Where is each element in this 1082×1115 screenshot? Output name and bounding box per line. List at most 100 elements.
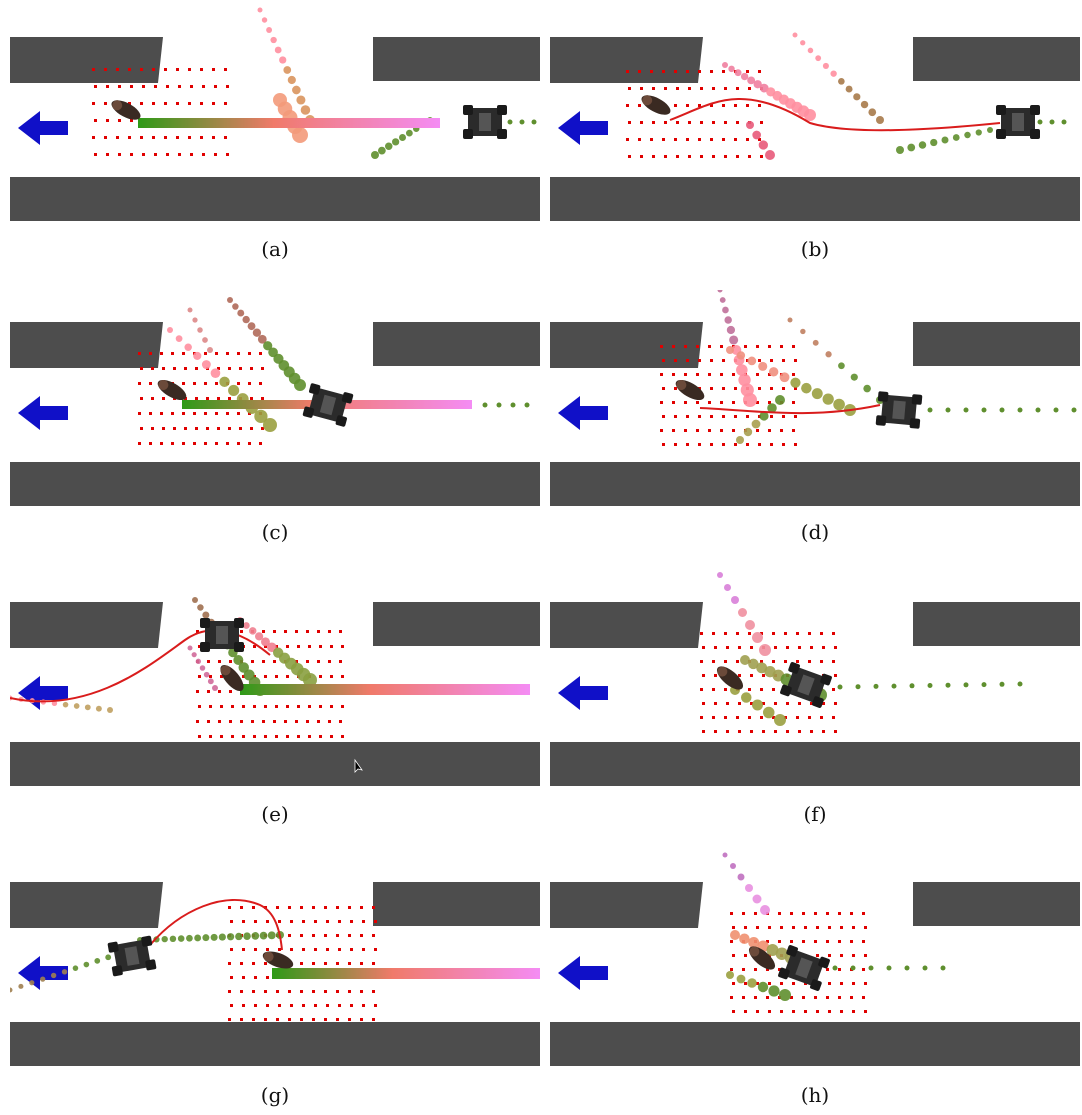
costmap-dot — [242, 920, 245, 923]
costmap-dot — [217, 427, 220, 430]
costmap-dot — [798, 702, 801, 705]
costmap-dot — [638, 70, 641, 73]
prediction-blob — [29, 980, 35, 986]
costmap-dot — [242, 976, 245, 979]
costmap-dot — [348, 990, 351, 993]
costmap-dot — [698, 70, 701, 73]
costmap-dot — [662, 415, 665, 418]
costmap-dot — [118, 119, 121, 122]
costmap-dot — [838, 912, 841, 915]
costmap-dot — [229, 690, 232, 693]
costmap-dot — [684, 373, 687, 376]
prediction-blob — [227, 297, 233, 303]
costmap-dot — [259, 442, 262, 445]
prediction-blob — [210, 933, 218, 941]
costmap-dot — [760, 632, 763, 635]
costmap-dot — [696, 401, 699, 404]
prediction-blob — [850, 373, 858, 381]
costmap-dot — [273, 660, 276, 663]
robot-icon — [200, 618, 244, 652]
wall-top-right — [373, 882, 540, 926]
costmap-dot — [686, 443, 689, 446]
costmap-dot — [742, 912, 745, 915]
costmap-dot — [710, 443, 713, 446]
prediction-blob — [863, 384, 871, 393]
costmap-dot — [182, 412, 185, 415]
costmap-dot — [350, 1004, 353, 1007]
costmap-dot — [242, 948, 245, 951]
prediction-blob — [202, 611, 210, 619]
prediction-blob — [752, 632, 763, 643]
wall-top-right — [373, 37, 540, 81]
costmap-dot — [226, 412, 229, 415]
costmap-dot — [710, 387, 713, 390]
costmap-dot — [138, 412, 141, 415]
costmap-dot — [341, 645, 344, 648]
waypoint-dot — [909, 683, 915, 689]
costmap-dot — [198, 705, 201, 708]
predicted-trajectory — [717, 572, 771, 656]
costmap-dot — [804, 982, 807, 985]
costmap-dot — [142, 85, 145, 88]
costmap-dot — [239, 427, 242, 430]
costmap-dot — [778, 912, 781, 915]
costmap-dot — [116, 68, 119, 71]
costmap-dot — [720, 401, 723, 404]
prediction-blob — [274, 46, 282, 54]
costmap-dot — [650, 70, 653, 73]
prediction-blob — [167, 327, 173, 333]
costmap-dot — [319, 705, 322, 708]
costmap-dot — [686, 359, 689, 362]
costmap-dot — [698, 415, 701, 418]
prediction-blob — [385, 142, 393, 150]
costmap-dot — [138, 442, 141, 445]
costmap-dot — [674, 443, 677, 446]
costmap-dot — [240, 906, 243, 909]
costmap-dot — [770, 415, 773, 418]
costmap-dot — [802, 996, 805, 999]
costmap-dot — [104, 102, 107, 105]
costmap-dot — [193, 442, 196, 445]
costmap-dot — [640, 121, 643, 124]
prediction-blob — [918, 141, 927, 149]
costmap-dot — [710, 359, 713, 362]
costmap-dot — [242, 735, 245, 738]
costmap-grid — [626, 70, 763, 158]
waypoint-dot — [496, 402, 502, 408]
costmap-dot — [756, 1010, 759, 1013]
costmap-dot — [140, 102, 143, 105]
prediction-blob — [759, 83, 769, 93]
human-icon — [748, 946, 776, 970]
costmap-dot — [770, 443, 773, 446]
costmap-dot — [712, 688, 715, 691]
costmap-dot — [708, 401, 711, 404]
robot-icon — [302, 383, 354, 427]
costmap-dot — [140, 136, 143, 139]
costmap-dot — [290, 1004, 293, 1007]
caption-f: (f) — [803, 802, 827, 826]
predicted-trajectory — [722, 62, 816, 121]
costmap-dot — [796, 716, 799, 719]
robot-icon — [996, 105, 1040, 139]
costmap-dot — [792, 429, 795, 432]
costmap-dot — [838, 996, 841, 999]
prediction-blob — [195, 658, 201, 664]
prediction-blob — [61, 969, 68, 975]
prediction-blob — [243, 932, 251, 940]
costmap-dot — [286, 735, 289, 738]
scene-svg — [550, 290, 1080, 506]
waypoint-dot — [850, 965, 856, 971]
costmap-dot — [794, 359, 797, 362]
prediction-blob — [212, 685, 218, 691]
costmap-dot — [237, 412, 240, 415]
waypoint-dot — [940, 965, 946, 971]
costmap-dot — [264, 990, 267, 993]
wall-top-left — [550, 37, 703, 83]
costmap-dot — [336, 990, 339, 993]
costmap-dot — [295, 660, 298, 663]
prediction-blob — [812, 339, 819, 346]
prediction-blob — [767, 403, 777, 413]
costmap-dot — [792, 926, 795, 929]
costmap-dot — [676, 87, 679, 90]
costmap-dot — [142, 153, 145, 156]
